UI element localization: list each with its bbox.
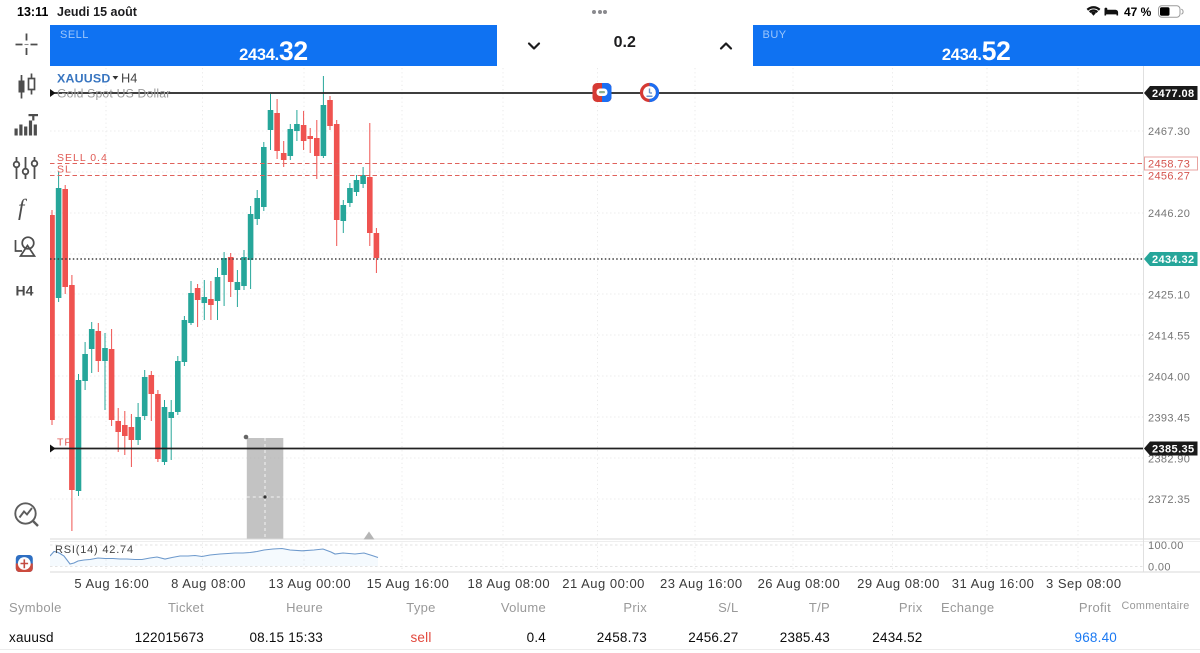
svg-text:2393.45: 2393.45	[1148, 412, 1190, 424]
svg-text:2425.10: 2425.10	[1148, 289, 1190, 301]
svg-text:H4: H4	[16, 283, 34, 299]
svg-text:2458.73: 2458.73	[1148, 158, 1190, 170]
svg-text:2446.20: 2446.20	[1148, 208, 1190, 220]
svg-text:2456.27: 2456.27	[1148, 171, 1190, 183]
svg-text:2382.90: 2382.90	[1148, 453, 1190, 465]
svg-text:47 %: 47 %	[1124, 5, 1152, 19]
svg-text:0.00: 0.00	[1148, 561, 1171, 573]
svg-text:SELL 0.4: SELL 0.4	[57, 152, 108, 164]
svg-text:TP: TP	[57, 437, 72, 449]
svg-text:H4: H4	[121, 71, 137, 86]
svg-text:SL: SL	[57, 164, 72, 176]
svg-text:2404.00: 2404.00	[1148, 371, 1190, 383]
svg-text:Gold Spot US Dollar: Gold Spot US Dollar	[57, 87, 171, 101]
svg-text:f: f	[18, 195, 28, 220]
svg-text:2434.32: 2434.32	[1152, 254, 1195, 266]
svg-text:RSI(14) 42.74: RSI(14) 42.74	[55, 544, 134, 556]
svg-text:2414.55: 2414.55	[1148, 330, 1190, 342]
svg-text:2477.08: 2477.08	[1152, 88, 1195, 100]
svg-text:2467.30: 2467.30	[1148, 126, 1190, 138]
svg-text:2372.35: 2372.35	[1148, 494, 1190, 506]
svg-text:XAUUSD: XAUUSD	[57, 72, 111, 86]
svg-text:100.00: 100.00	[1148, 540, 1184, 552]
svg-text:2385.35: 2385.35	[1152, 443, 1195, 455]
